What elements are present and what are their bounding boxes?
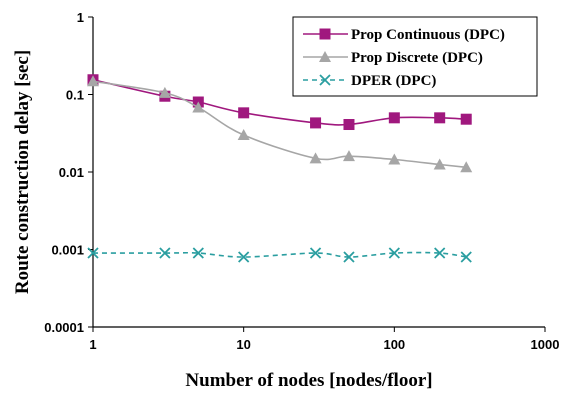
y-axis-title: Route construction delay [sec] <box>12 50 33 294</box>
series-2-point <box>237 129 250 141</box>
x-marker-stroke <box>238 251 250 263</box>
y-tick-label: 0.001 <box>51 243 84 258</box>
series-3 <box>87 247 472 263</box>
series-1-point <box>343 119 355 131</box>
series-2-point <box>460 161 473 173</box>
series-1-point <box>310 117 322 129</box>
series-3-point <box>460 251 472 263</box>
legend-marker-2 <box>319 51 331 62</box>
legend-label-3: DPER (DPC) <box>351 73 436 89</box>
x-marker-stroke <box>460 251 472 263</box>
legend-label-1: Prop Continuous (DPC) <box>351 27 505 43</box>
legend-label-2: Prop Discrete (DPC) <box>351 50 483 66</box>
series-3-point <box>238 251 250 263</box>
y-tick-label: 0.1 <box>66 88 84 103</box>
x-tick-label: 10 <box>236 337 250 352</box>
series-3-point <box>309 247 322 259</box>
x-tick-label: 100 <box>383 337 405 352</box>
data-series <box>87 74 473 263</box>
series-1-point <box>460 113 472 125</box>
series-3-point <box>343 251 355 263</box>
x-marker-stroke <box>309 247 322 259</box>
series-2-point <box>192 101 205 113</box>
series-3-point <box>159 247 171 259</box>
y-tick-label: 1 <box>77 10 84 25</box>
x-tick-label: 1 <box>89 337 96 352</box>
series-3-point <box>87 247 99 259</box>
series-2 <box>87 75 473 173</box>
series-2-point <box>87 75 99 87</box>
legend: Prop Continuous (DPC) Prop Discrete (DPC)… <box>292 16 538 97</box>
series-1-point <box>238 107 250 119</box>
series-2-point <box>433 158 446 170</box>
series-3-point <box>192 247 204 259</box>
x-tick-label: 1000 <box>531 337 560 352</box>
x-marker-stroke <box>343 251 355 263</box>
legend-marker-1 <box>319 28 331 40</box>
x-marker-stroke <box>87 247 99 259</box>
x-marker-stroke <box>319 74 331 86</box>
plot-axes <box>88 16 546 332</box>
legend-marker-3 <box>319 74 331 86</box>
y-tick-label: 0.0001 <box>44 320 84 335</box>
series-1-point <box>388 112 400 124</box>
series-2-point <box>158 86 171 98</box>
series-3-point <box>434 247 446 259</box>
tick-labels: 0.0001 0.001 0.01 0.1 1 1 10 100 1000 <box>44 10 559 352</box>
x-axis-title: Number of nodes [nodes/floor] <box>185 370 432 391</box>
x-marker-stroke <box>192 247 204 259</box>
x-marker-stroke <box>388 247 400 259</box>
y-tick-label: 0.01 <box>59 165 84 180</box>
series-2-point <box>388 153 401 165</box>
series-3-point <box>388 247 400 259</box>
series-1-point <box>434 112 446 124</box>
x-marker-stroke <box>434 247 446 259</box>
x-marker-stroke <box>159 247 171 259</box>
series-2-point <box>342 150 355 162</box>
series-3-line <box>92 251 467 258</box>
series-2-point <box>309 152 322 164</box>
